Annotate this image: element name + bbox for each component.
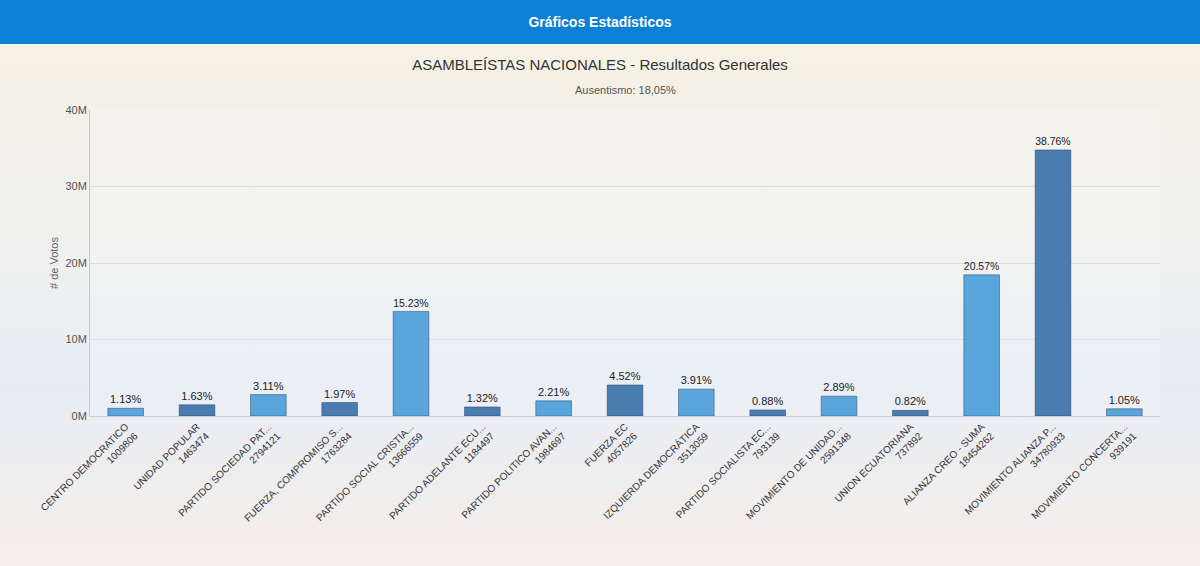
- html-text:Gráficos Estadísticos: Gráficos Estadísticos: [528, 14, 672, 30]
- svg-text:40M: 40M: [65, 104, 86, 116]
- svg-text:2.89%: 2.89%: [823, 381, 854, 393]
- svg-text:UNION ECUATORIANA737892: UNION ECUATORIANA737892: [832, 421, 924, 513]
- svg-text:MOVIMIENTO DE UNIDAD...2591348: MOVIMIENTO DE UNIDAD...2591348: [744, 421, 853, 530]
- svg-text:ALIANZA CREO - SUMA18454262: ALIANZA CREO - SUMA18454262: [901, 421, 996, 516]
- svg-text:PARTIDO SOCIEDAD PAT...2794121: PARTIDO SOCIEDAD PAT...2794121: [176, 421, 283, 528]
- svg-text:Ausentismo: 18,05%: Ausentismo: 18,05%: [575, 84, 676, 96]
- svg-text:3.11%: 3.11%: [253, 380, 284, 392]
- svg-text:15.23%: 15.23%: [393, 298, 428, 309]
- svg-text:0M: 0M: [72, 410, 87, 422]
- svg-text:PARTIDO SOCIALISTA EC...793139: PARTIDO SOCIALISTA EC...793139: [674, 421, 782, 529]
- svg-text:CENTRO DEMOCRATICO1009806: CENTRO DEMOCRATICO1009806: [39, 421, 141, 523]
- svg-text:20M: 20M: [65, 257, 86, 269]
- svg-text:FUERZA EC4057826: FUERZA EC4057826: [582, 421, 639, 478]
- svg-text:PARTIDO ADELANTE ECU...1184497: PARTIDO ADELANTE ECU...1184497: [387, 421, 497, 531]
- svg-text:10M: 10M: [65, 333, 86, 345]
- svg-text:4.52%: 4.52%: [609, 370, 640, 382]
- svg-text:1.32%: 1.32%: [467, 392, 498, 404]
- svg-text:PARTIDO POLITICO AVAN...198469: PARTIDO POLITICO AVAN...1984697: [459, 421, 568, 530]
- svg-text:1.13%: 1.13%: [110, 393, 141, 405]
- svg-text:MOVIMIENTO ALIANZA P...3478093: MOVIMIENTO ALIANZA P...34780933: [962, 421, 1067, 526]
- svg-text:0.82%: 0.82%: [895, 395, 926, 407]
- svg-text:ASAMBLEÍSTAS NACIONALES - Resu: ASAMBLEÍSTAS NACIONALES - Resultados Gen…: [412, 56, 788, 73]
- svg-text:PARTIDO SOCIAL CRISTIA...13666: PARTIDO SOCIAL CRISTIA...13666559: [314, 421, 425, 532]
- svg-text:MOVIMIENTO CONCERTA...939191: MOVIMIENTO CONCERTA...939191: [1029, 421, 1139, 531]
- svg-text:UNIDAD POPULAR1463474: UNIDAD POPULAR1463474: [131, 421, 211, 501]
- svg-text:20.57%: 20.57%: [964, 261, 999, 272]
- svg-text:1.05%: 1.05%: [1109, 394, 1140, 406]
- svg-text:30M: 30M: [65, 180, 86, 192]
- svg-text:0.88%: 0.88%: [752, 395, 783, 407]
- svg-text:3.91%: 3.91%: [681, 374, 712, 386]
- svg-text:1.63%: 1.63%: [181, 390, 212, 402]
- svg-text:38.76%: 38.76%: [1035, 136, 1070, 147]
- svg-text:IZQUIERDA DEMOCRÁTICA3513059: IZQUIERDA DEMOCRÁTICA3513059: [600, 420, 710, 530]
- svg-text:1.97%: 1.97%: [324, 388, 355, 400]
- svg-text:# de Votos: # de Votos: [48, 237, 60, 289]
- svg-text:2.21%: 2.21%: [538, 386, 569, 398]
- svg-text:FUERZA, COMPROMISO S...1763284: FUERZA, COMPROMISO S...1763284: [242, 421, 354, 533]
